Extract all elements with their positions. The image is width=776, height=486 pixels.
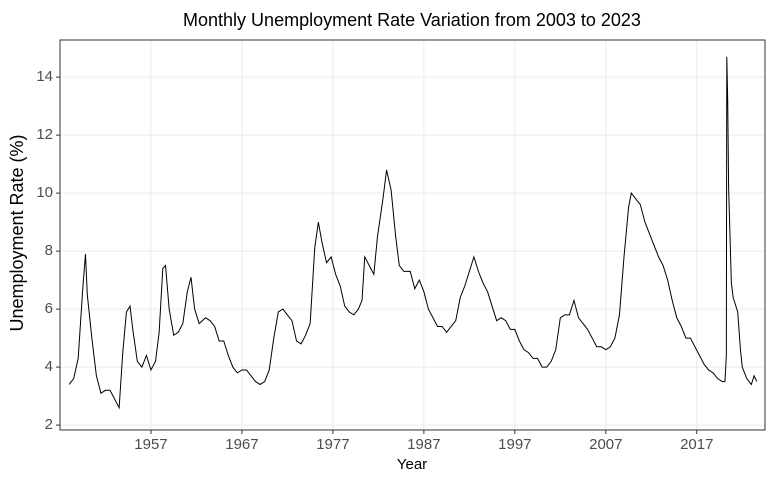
y-tick-label: 10 [36, 184, 53, 201]
chart-title: Monthly Unemployment Rate Variation from… [183, 10, 641, 30]
x-tick-label: 1957 [134, 436, 167, 453]
x-tick-label: 2007 [589, 436, 622, 453]
x-tick-label: 1967 [225, 436, 258, 453]
y-tick-label: 8 [45, 242, 53, 259]
y-tick-label: 2 [45, 416, 53, 433]
x-tick-label: 1977 [316, 436, 349, 453]
y-tick-label: 4 [45, 358, 53, 375]
data-line [68, 56, 758, 410]
panel-border [59, 39, 766, 431]
x-tick-label: 1987 [407, 436, 440, 453]
y-tick-label: 6 [45, 300, 53, 317]
x-axis-label: Year [397, 456, 427, 473]
y-axis-label: Unemployment Rate (%) [7, 134, 27, 331]
y-tick-label: 12 [36, 126, 53, 143]
x-tick-label: 2017 [680, 436, 713, 453]
y-tick-label: 14 [36, 68, 53, 85]
x-tick-label: 1997 [498, 436, 531, 453]
